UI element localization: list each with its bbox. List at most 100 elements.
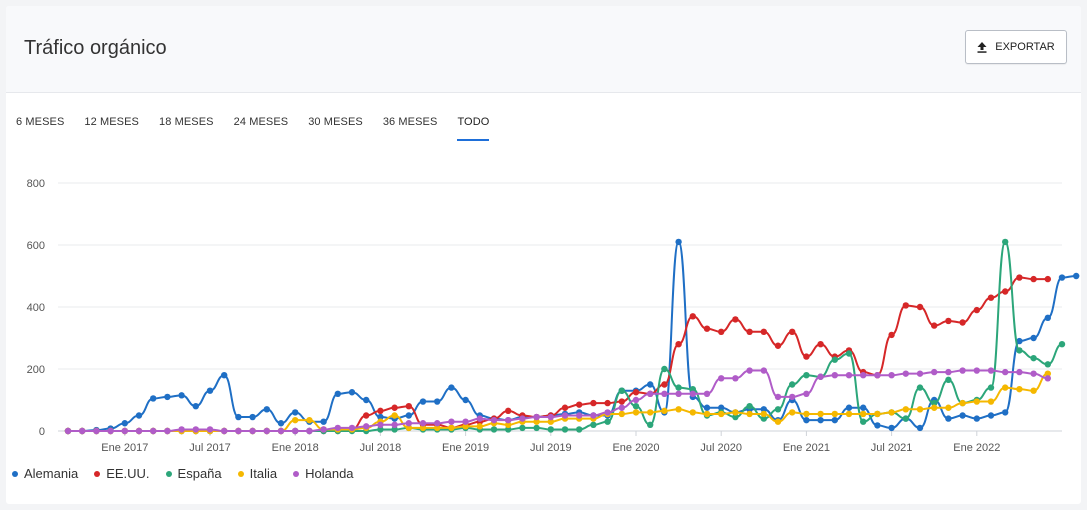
data-point[interactable] (1016, 385, 1023, 393)
data-point[interactable] (959, 319, 966, 326)
data-point[interactable] (505, 421, 512, 428)
data-point[interactable] (363, 412, 370, 419)
data-point[interactable] (1073, 272, 1080, 280)
data-point[interactable] (547, 413, 554, 421)
data-point[interactable] (760, 410, 767, 418)
data-point[interactable] (746, 403, 753, 410)
data-point[interactable] (334, 390, 341, 397)
data-point[interactable] (277, 420, 285, 427)
data-point[interactable] (959, 367, 966, 374)
data-point[interactable] (931, 404, 938, 411)
tab-12-meses[interactable]: 12 MESES (84, 116, 139, 128)
data-point[interactable] (64, 427, 72, 435)
data-point[interactable] (718, 410, 725, 418)
data-point[interactable] (774, 342, 782, 349)
data-point[interactable] (590, 421, 597, 428)
data-point[interactable] (803, 372, 810, 379)
data-point[interactable] (1030, 334, 1037, 342)
data-point[interactable] (973, 415, 980, 422)
data-point[interactable] (760, 328, 767, 335)
data-point[interactable] (987, 367, 995, 374)
data-point[interactable] (760, 415, 767, 422)
data-point[interactable] (618, 404, 625, 411)
data-point[interactable] (845, 404, 853, 411)
data-point[interactable] (902, 370, 909, 377)
data-point[interactable] (987, 398, 995, 405)
data-point[interactable] (178, 426, 185, 433)
data-point[interactable] (888, 409, 895, 416)
data-point[interactable] (377, 413, 384, 421)
data-point[interactable] (505, 407, 512, 415)
data-point[interactable] (1044, 361, 1052, 368)
data-point[interactable] (632, 403, 640, 410)
data-point[interactable] (320, 426, 327, 433)
data-point[interactable] (902, 415, 909, 422)
tab-18-meses[interactable]: 18 MESES (159, 116, 214, 128)
legend-item-alemania[interactable]: Alemania (12, 466, 78, 481)
data-point[interactable] (973, 306, 980, 314)
data-point[interactable] (377, 426, 384, 433)
data-point[interactable] (590, 399, 597, 407)
data-point[interactable] (1002, 368, 1009, 376)
data-point[interactable] (902, 302, 909, 309)
data-point[interactable] (774, 393, 782, 401)
data-point[interactable] (1044, 275, 1052, 283)
data-point[interactable] (505, 426, 512, 433)
data-point[interactable] (647, 381, 654, 388)
data-point[interactable] (732, 375, 739, 382)
data-point[interactable] (1002, 409, 1009, 416)
data-point[interactable] (277, 427, 285, 435)
data-point[interactable] (647, 409, 654, 416)
data-point[interactable] (391, 412, 398, 419)
data-point[interactable] (703, 410, 711, 418)
data-point[interactable] (348, 389, 356, 396)
data-point[interactable] (164, 427, 171, 435)
data-point[interactable] (391, 421, 398, 428)
data-point[interactable] (959, 399, 966, 407)
data-point[interactable] (306, 427, 313, 435)
data-point[interactable] (817, 341, 824, 348)
data-point[interactable] (689, 409, 696, 416)
data-point[interactable] (632, 389, 640, 396)
data-point[interactable] (789, 328, 796, 335)
data-point[interactable] (249, 427, 256, 435)
data-point[interactable] (632, 409, 640, 416)
data-point[interactable] (533, 418, 540, 425)
legend-item-espana[interactable]: España (165, 466, 222, 481)
data-point[interactable] (661, 390, 668, 397)
data-point[interactable] (675, 238, 682, 246)
data-point[interactable] (746, 328, 753, 335)
data-point[interactable] (462, 423, 469, 430)
data-point[interactable] (1044, 314, 1052, 322)
tab-30-meses[interactable]: 30 MESES (308, 116, 363, 128)
data-point[interactable] (831, 372, 838, 379)
data-point[interactable] (363, 396, 370, 404)
data-point[interactable] (1030, 387, 1037, 394)
data-point[interactable] (661, 365, 668, 373)
data-point[interactable] (405, 424, 412, 432)
data-point[interactable] (462, 418, 469, 425)
data-point[interactable] (916, 384, 924, 391)
data-point[interactable] (505, 416, 512, 424)
data-point[interactable] (987, 412, 995, 419)
data-point[interactable] (306, 416, 313, 424)
data-point[interactable] (490, 426, 498, 433)
data-point[interactable] (916, 424, 924, 432)
data-point[interactable] (945, 376, 952, 384)
data-point[interactable] (1016, 337, 1023, 345)
data-point[interactable] (121, 427, 128, 435)
data-point[interactable] (945, 368, 952, 376)
data-point[interactable] (377, 407, 384, 415)
data-point[interactable] (561, 412, 569, 419)
data-point[interactable] (675, 390, 682, 397)
data-point[interactable] (945, 415, 952, 422)
data-point[interactable] (135, 412, 143, 419)
data-point[interactable] (178, 392, 185, 399)
data-point[interactable] (320, 418, 327, 425)
data-point[interactable] (689, 385, 696, 393)
data-point[interactable] (931, 399, 938, 407)
data-point[interactable] (519, 415, 526, 422)
data-point[interactable] (675, 406, 682, 413)
data-point[interactable] (221, 372, 228, 379)
data-point[interactable] (348, 424, 356, 432)
